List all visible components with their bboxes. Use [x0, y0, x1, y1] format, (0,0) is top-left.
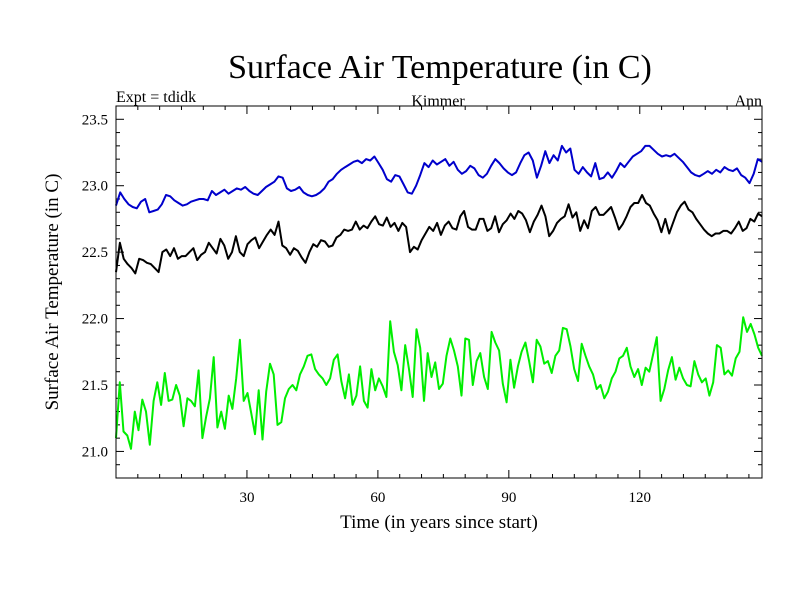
- season-label: Ann: [734, 93, 762, 110]
- series-line-middle: [115, 194, 763, 275]
- plot-frame: [115, 105, 763, 479]
- x-tick-label: 30: [239, 490, 254, 506]
- y-tick-label: 23.0: [82, 179, 108, 195]
- series-line-upper: [115, 144, 763, 214]
- y-tick-label: 21.0: [82, 444, 108, 460]
- x-tick-label: 120: [629, 490, 652, 506]
- y-tick-label: 22.0: [82, 312, 108, 328]
- region-label: Kimmer: [411, 93, 465, 110]
- series-line-lower: [115, 316, 763, 450]
- chart-title: Surface Air Temperature (in C): [228, 49, 652, 86]
- y-axis-label: Surface Air Temperature (in C): [42, 174, 63, 411]
- x-axis-label: Time (in years since start): [340, 512, 538, 533]
- y-tick-label: 22.5: [82, 245, 108, 261]
- experiment-label: Expt = tdidk: [116, 89, 196, 106]
- x-tick-label: 60: [370, 490, 385, 506]
- x-tick-label: 90: [501, 490, 516, 506]
- y-tick-label: 23.5: [82, 112, 108, 128]
- y-tick-label: 21.5: [82, 378, 108, 394]
